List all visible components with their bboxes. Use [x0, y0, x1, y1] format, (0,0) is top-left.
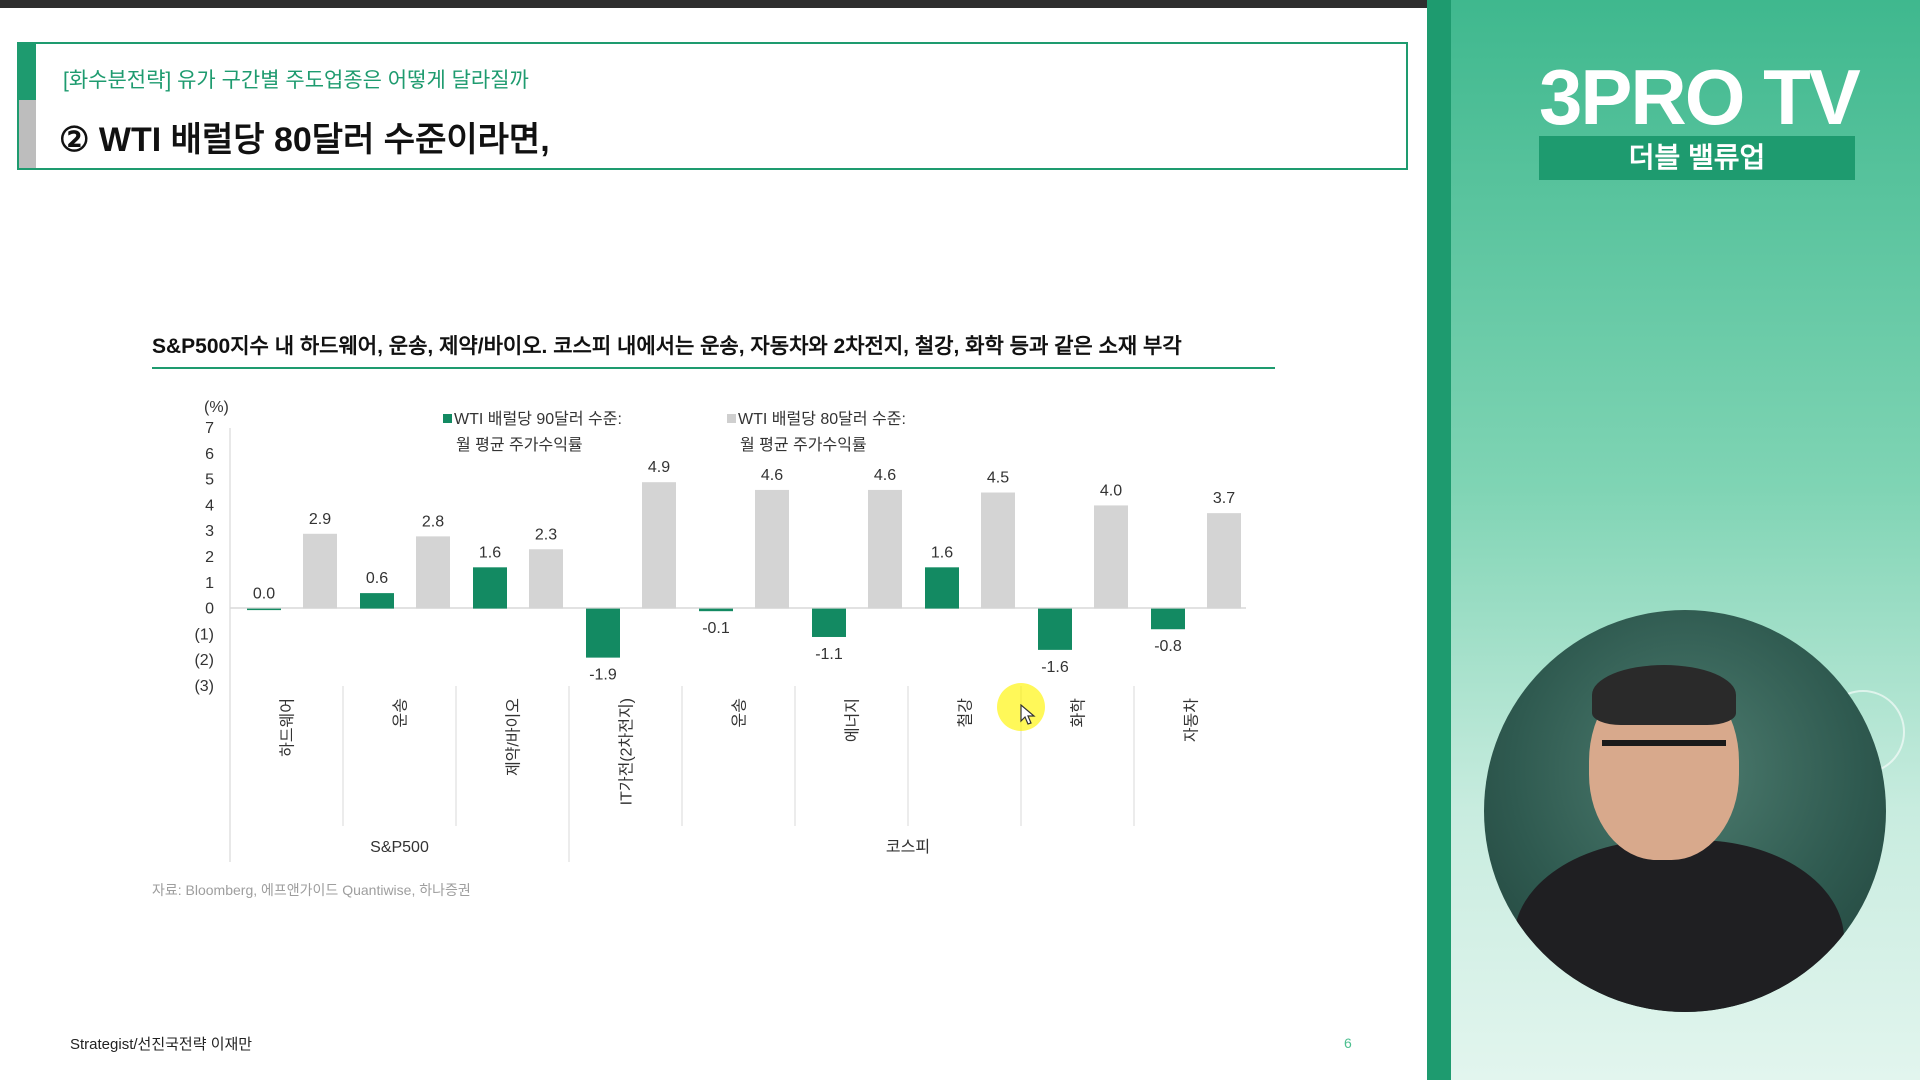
- presenter-glasses: [1602, 740, 1726, 780]
- group-labels: S&P500 코스피: [370, 838, 930, 856]
- program-name-badge: 더블 밸류업: [1539, 136, 1855, 180]
- bar-80: [1094, 505, 1128, 609]
- bar-80: [642, 482, 676, 609]
- bar-value-label: 0.6: [366, 570, 388, 587]
- category-label: 하드웨어: [279, 698, 297, 757]
- slide-top-bar: [0, 0, 1427, 8]
- y-tick-label: (2): [194, 652, 214, 669]
- bar-value-label: 4.5: [987, 470, 1009, 487]
- bar-value-label: 0.0: [253, 586, 275, 603]
- legend-series-80: WTI 배럴당 80달러 수준: 월 평균 주가수익률: [727, 410, 906, 454]
- legend-label-80-line1: WTI 배럴당 80달러 수준:: [738, 410, 906, 428]
- headline-rule: [152, 367, 1275, 369]
- category-label: 자동차: [1183, 698, 1201, 742]
- category-label: 운송: [731, 698, 749, 727]
- header-accent-bar: [19, 44, 36, 168]
- bar-value-label: 1.6: [479, 544, 501, 561]
- bar-90: [812, 608, 846, 637]
- y-tick-label: 4: [205, 497, 214, 514]
- chart-headline: S&P500지수 내 하드웨어, 운송, 제약/바이오. 코스피 내에서는 운송…: [152, 335, 1182, 358]
- y-tick-label: 7: [205, 420, 214, 437]
- y-axis-ticks: 7 6 5 4 3 2 1 0 (1) (2) (3): [194, 420, 214, 695]
- bar-value-label: 2.9: [309, 511, 331, 528]
- presenter-hair: [1592, 665, 1736, 725]
- bar-80: [868, 489, 902, 609]
- group-label: 코스피: [886, 838, 930, 856]
- legend-swatch-80: [727, 414, 736, 423]
- bar-value-label: 4.0: [1100, 482, 1122, 499]
- bar-value-label: 4.6: [761, 467, 783, 484]
- slide-header: [화수분전략] 유가 구간별 주도업종은 어떻게 달라질까 ② WTI 배럴당 …: [17, 42, 1408, 170]
- category-label: 제약/바이오: [505, 698, 523, 776]
- group-label: S&P500: [370, 839, 429, 856]
- bar-value-label: -1.1: [815, 646, 843, 663]
- header-subtitle: [화수분전략] 유가 구간별 주도업종은 어떻게 달라질까: [63, 69, 529, 92]
- bar-90: [699, 608, 733, 612]
- divider-strip: [1427, 0, 1451, 1080]
- legend-swatch-90: [443, 414, 452, 423]
- bar-80: [529, 549, 563, 609]
- bar-value-label: 4.9: [648, 459, 670, 476]
- bar-90: [586, 608, 620, 658]
- category-label: 운송: [392, 698, 410, 727]
- bar-value-label: 4.6: [874, 467, 896, 484]
- y-tick-label: (3): [194, 678, 214, 695]
- legend-series-90: WTI 배럴당 90달러 수준: 월 평균 주가수익률: [443, 410, 622, 454]
- bar-90: [247, 608, 281, 611]
- bar-90: [1038, 608, 1072, 650]
- bar-value-label: 1.6: [931, 544, 953, 561]
- bar-chart: (%) 7 6 5 4 3 2 1 0 (1) (2) (3) 0.0 2.9 0.6 2.8 1.6 2.3…: [194, 399, 1246, 862]
- bar-value-label: -0.8: [1154, 638, 1182, 655]
- presenter-video: [1484, 610, 1886, 1012]
- category-label: 화학: [1070, 698, 1088, 728]
- category-label: 에너지: [844, 698, 862, 742]
- bar-value-label: 3.7: [1213, 490, 1235, 507]
- bar-90: [473, 567, 507, 609]
- presenter-body: [1514, 840, 1844, 1012]
- y-axis-unit: (%): [204, 399, 229, 416]
- bar-90: [1151, 608, 1185, 630]
- bar-series: [247, 482, 1241, 658]
- data-labels: 0.0 2.9 0.6 2.8 1.6 2.3 -1.9 4.9 -0.1 4.6 -1.1 4.6 1…: [253, 459, 1235, 683]
- bar-value-label: 2.8: [422, 513, 444, 530]
- bar-80: [416, 536, 450, 609]
- bar-80: [1207, 513, 1241, 609]
- bar-value-label: -1.9: [589, 667, 617, 684]
- y-tick-label: (1): [194, 626, 214, 643]
- source-note: 자료: Bloomberg, 에프앤가이드 Quantiwise, 하나증권: [152, 882, 471, 898]
- legend-label-90-line1: WTI 배럴당 90달러 수준:: [454, 410, 622, 428]
- category-label: 철강: [957, 698, 975, 728]
- y-tick-label: 2: [205, 549, 214, 566]
- legend-label-90-line2: 월 평균 주가수익률: [456, 436, 583, 454]
- mouse-cursor-icon: [1020, 704, 1036, 725]
- slide-title: ② WTI 배럴당 80달러 수준이라면,: [59, 121, 550, 159]
- bar-90: [360, 593, 394, 609]
- category-label: IT가전(2차전지): [618, 698, 636, 805]
- y-tick-label: 6: [205, 446, 214, 463]
- broadcast-side-panel: 3PRO TV 더블 밸류업: [1451, 0, 1920, 1080]
- category-labels: 하드웨어 운송 제약/바이오 IT가전(2차전지) 운송 에너지 철강 화학 자동차: [279, 698, 1201, 806]
- bar-value-label: -1.6: [1041, 659, 1069, 676]
- bar-80: [755, 489, 789, 609]
- y-tick-label: 5: [205, 472, 214, 489]
- bar-value-label: 2.3: [535, 526, 557, 543]
- bar-80: [981, 492, 1015, 609]
- y-tick-label: 1: [205, 575, 214, 592]
- y-tick-label: 3: [205, 523, 214, 540]
- footer-author: Strategist/선진국전략 이재만: [70, 1036, 253, 1053]
- legend-label-80-line2: 월 평균 주가수익률: [740, 436, 867, 454]
- bar-80: [303, 533, 337, 609]
- page-number: 6: [1344, 1035, 1352, 1051]
- bar-90: [925, 567, 959, 609]
- category-dividers: [342, 686, 1135, 862]
- slide: [화수분전략] 유가 구간별 주도업종은 어떻게 달라질까 ② WTI 배럴당 …: [0, 0, 1427, 1080]
- bar-value-label: -0.1: [702, 620, 730, 637]
- y-tick-label: 0: [205, 601, 214, 618]
- channel-logo: 3PRO TV: [1539, 53, 1861, 141]
